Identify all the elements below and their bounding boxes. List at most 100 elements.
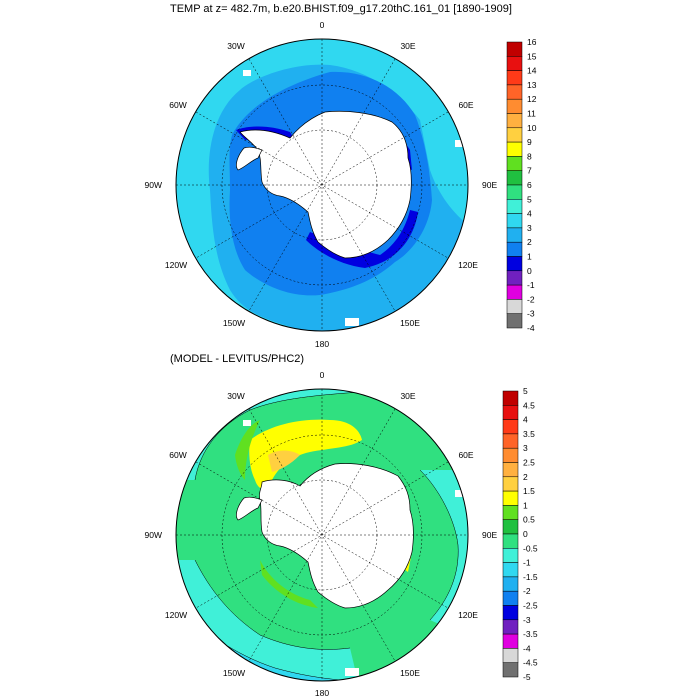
map-border bbox=[175, 38, 469, 332]
lon-label: 30W bbox=[227, 41, 244, 51]
colorbar-label: 13 bbox=[527, 80, 537, 90]
colorbar-swatch bbox=[506, 84, 523, 100]
colorbar-label: 2 bbox=[523, 472, 528, 482]
colorbar-label: -2 bbox=[523, 586, 531, 596]
colorbar-label: 1.5 bbox=[523, 486, 535, 496]
anomaly-contour-yellow bbox=[249, 419, 362, 490]
temp-contour-4-5-east bbox=[420, 120, 468, 230]
colorbar-label: 0 bbox=[527, 266, 532, 276]
colorbar-swatch bbox=[502, 447, 519, 463]
lon-label: 150W bbox=[223, 668, 245, 678]
polar-map-bottom: 0 30E 60E 90E 120E 150E 180 150W 120W 90… bbox=[145, 370, 498, 698]
lon-label: 60W bbox=[169, 450, 186, 460]
colorbar-label: -1 bbox=[527, 280, 535, 290]
colorbar-label: -2.5 bbox=[523, 601, 538, 611]
colorbar-label: 7 bbox=[527, 166, 532, 176]
colorbar-swatch bbox=[502, 562, 519, 578]
lon-label: 0 bbox=[320, 370, 325, 380]
colorbar-label: -0.5 bbox=[523, 543, 538, 553]
antarctica-land bbox=[239, 110, 412, 259]
lon-label: 120W bbox=[165, 260, 187, 270]
colorbar-swatch bbox=[502, 662, 519, 678]
lon-label: 180 bbox=[315, 339, 329, 349]
anomaly-contour-green bbox=[235, 420, 260, 480]
lon-label: 120W bbox=[165, 610, 187, 620]
colorbar-label: 5 bbox=[527, 194, 532, 204]
lon-label: 60E bbox=[458, 450, 473, 460]
lon-label: 30W bbox=[227, 391, 244, 401]
colorbar-label: -5 bbox=[523, 672, 531, 682]
island bbox=[345, 318, 359, 326]
colorbar-label: 3 bbox=[523, 443, 528, 453]
colorbar-label: 9 bbox=[527, 137, 532, 147]
colorbar-swatch bbox=[502, 433, 519, 449]
colorbar-swatch bbox=[506, 127, 523, 143]
colorbar-label: 10 bbox=[527, 123, 537, 133]
lon-label: 180 bbox=[315, 688, 329, 698]
colorbar-label: 3 bbox=[527, 223, 532, 233]
colorbar-label: -3 bbox=[527, 309, 535, 319]
colorbar-swatch bbox=[502, 619, 519, 635]
lon-label: 120E bbox=[458, 260, 478, 270]
colorbar-label: 2 bbox=[527, 237, 532, 247]
lon-label: 0 bbox=[320, 20, 325, 30]
colorbar-label: 1 bbox=[527, 252, 532, 262]
colorbar-swatch bbox=[506, 41, 523, 57]
colorbar-label: 8 bbox=[527, 151, 532, 161]
colorbar-swatch bbox=[502, 590, 519, 606]
colorbar-label: -4 bbox=[527, 323, 535, 333]
lon-label: 150E bbox=[400, 668, 420, 678]
colorbar-swatch bbox=[506, 227, 523, 243]
lon-label: 30E bbox=[400, 41, 415, 51]
map-title-bottom: (MODEL - LEVITUS/PHC2) bbox=[170, 353, 305, 365]
colorbar-swatch bbox=[502, 605, 519, 621]
colorbar-swatch bbox=[506, 270, 523, 286]
colorbar-bottom: 5 4.5 4 3.5 3 2.5 2 1.5 1 0.5 0 -0.5 -1 -1.5 -2 -2.5 -3 -… bbox=[502, 386, 538, 682]
polar-map-top: 0 30E 60E 90E 120E 150E 180 150W 120W 90… bbox=[145, 20, 498, 349]
colorbar-swatch bbox=[502, 490, 519, 506]
colorbar-swatch bbox=[506, 170, 523, 186]
colorbar-label: 6 bbox=[527, 180, 532, 190]
colorbar-label: -3.5 bbox=[523, 629, 538, 639]
colorbar-swatch bbox=[506, 256, 523, 272]
lon-label: 90E bbox=[482, 180, 497, 190]
lon-label: 90W bbox=[145, 530, 162, 540]
lon-label: 120E bbox=[458, 610, 478, 620]
colorbar-swatch bbox=[506, 156, 523, 171]
colorbar-label: -1.5 bbox=[523, 572, 538, 582]
island bbox=[243, 420, 251, 426]
colorbar-swatch bbox=[506, 98, 523, 114]
colorbar-swatch bbox=[502, 505, 519, 520]
colorbar-swatch bbox=[502, 390, 519, 406]
colorbar-swatch bbox=[506, 241, 523, 257]
island bbox=[345, 668, 359, 676]
lon-label: 60W bbox=[169, 100, 186, 110]
lon-label: 60E bbox=[458, 100, 473, 110]
lon-label: 90E bbox=[482, 530, 497, 540]
lon-label: 30E bbox=[400, 391, 415, 401]
colorbar-label: -1 bbox=[523, 558, 531, 568]
colorbar-label: -4.5 bbox=[523, 658, 538, 668]
colorbar-swatch bbox=[506, 56, 523, 71]
colorbar-swatch bbox=[506, 313, 523, 329]
colorbar-label: 4 bbox=[523, 415, 528, 425]
colorbar-swatch bbox=[506, 141, 523, 157]
colorbar-swatch bbox=[502, 405, 519, 420]
colorbar-swatch bbox=[502, 519, 519, 535]
colorbar-label: 5 bbox=[523, 386, 528, 396]
colorbar-swatch bbox=[502, 576, 519, 592]
anomaly-contour-green-south bbox=[260, 560, 318, 608]
graticule bbox=[176, 39, 468, 331]
lon-label: 150E bbox=[400, 318, 420, 328]
colorbar-label: 14 bbox=[527, 66, 537, 76]
colorbar-label: -4 bbox=[523, 643, 531, 653]
colorbar-swatch bbox=[506, 199, 523, 214]
colorbar-swatch bbox=[502, 633, 519, 649]
map-title-top: TEMP at z= 482.7m, b.e20.BHIST.f09_g17.2… bbox=[170, 3, 512, 15]
colorbar-label: 1 bbox=[523, 500, 528, 510]
longitude-labels: 0 30E 60E 90E 120E 150E 180 150W 120W 90… bbox=[145, 370, 498, 698]
graticule bbox=[176, 389, 468, 681]
island bbox=[455, 490, 465, 497]
colorbar-swatch bbox=[506, 299, 523, 314]
